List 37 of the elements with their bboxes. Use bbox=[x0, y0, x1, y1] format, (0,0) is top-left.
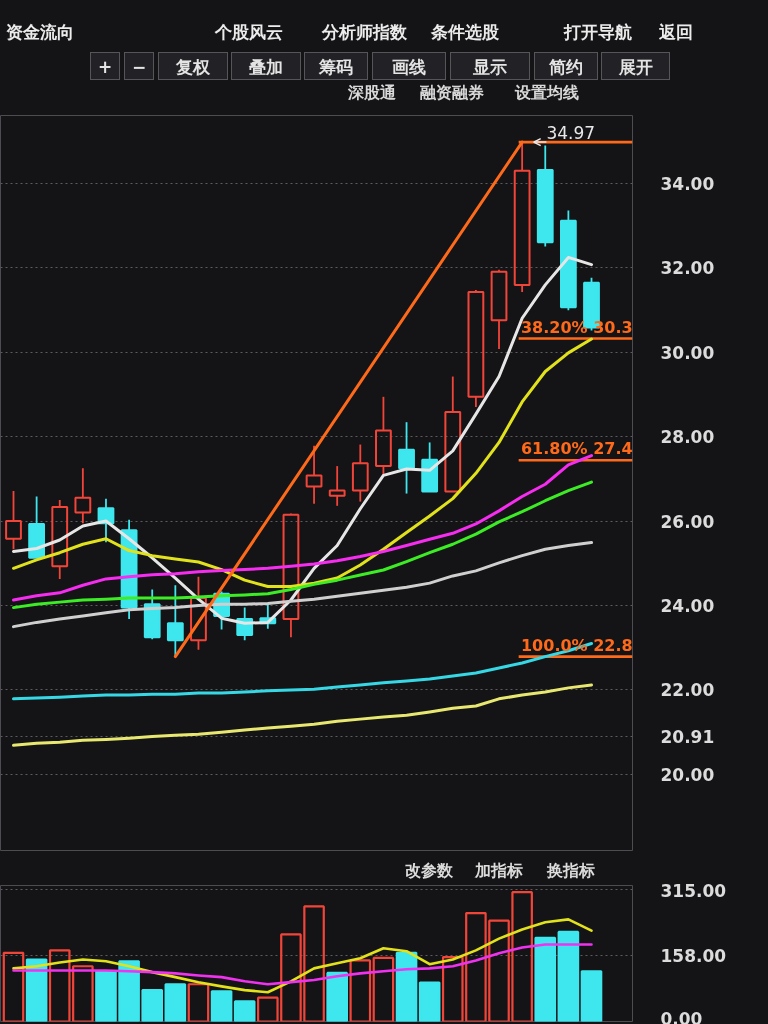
text: 换指标 bbox=[547, 861, 595, 881]
text: 打开导航 bbox=[564, 22, 632, 43]
text: 画线 bbox=[372, 52, 446, 80]
y-tick-label: 34.00 bbox=[660, 173, 715, 194]
text: 展开 bbox=[601, 52, 670, 80]
y-tick-label: 28.00 bbox=[660, 427, 715, 448]
text: 显示 bbox=[450, 52, 530, 80]
text: 叠加 bbox=[231, 52, 301, 80]
text: 加指标 bbox=[475, 861, 523, 881]
text: 简约 bbox=[534, 52, 598, 80]
text: 设置均线 bbox=[515, 83, 579, 103]
y-tick-label: 20.91 bbox=[660, 726, 715, 747]
text: 深股通 bbox=[348, 83, 396, 103]
y-tick-label: 30.00 bbox=[660, 342, 715, 363]
y-tick-label: 158.00 bbox=[660, 945, 727, 966]
text: 筹码 bbox=[304, 52, 368, 80]
ref-line-label: 38.20% 30.3 bbox=[520, 317, 633, 337]
annotation: 34.97 bbox=[546, 123, 596, 144]
text: 条件选股 bbox=[431, 22, 499, 43]
text: + bbox=[90, 52, 120, 80]
text: 返回 bbox=[659, 22, 693, 43]
text: 资金流向 bbox=[6, 22, 74, 43]
text: 融资融券 bbox=[420, 83, 484, 103]
text: − bbox=[124, 52, 154, 80]
text: 个股风云 bbox=[215, 22, 283, 43]
y-tick-label: 32.00 bbox=[660, 258, 715, 279]
ref-line-label: 100.0% 22.8 bbox=[520, 635, 633, 655]
y-tick-label: 315.00 bbox=[660, 880, 727, 901]
y-tick-label: 22.00 bbox=[660, 680, 715, 701]
y-tick-label: 20.00 bbox=[660, 764, 715, 785]
y-tick-label: 24.00 bbox=[660, 596, 715, 616]
y-tick-label: 0.00 bbox=[660, 1008, 703, 1024]
ref-line-label: 61.80% 27.4 bbox=[520, 439, 633, 459]
text: 复权 bbox=[158, 52, 228, 80]
y-tick-label: 26.00 bbox=[660, 511, 715, 532]
text: 分析师指数 bbox=[322, 22, 407, 43]
text: 改参数 bbox=[405, 861, 453, 881]
